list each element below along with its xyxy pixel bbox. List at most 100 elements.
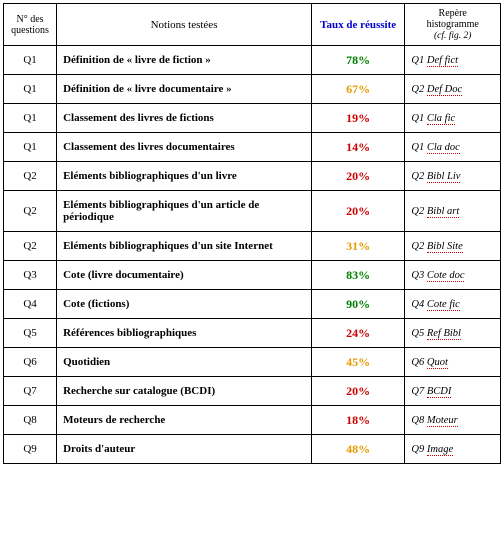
- table-row: Q7Recherche sur catalogue (BCDI)20%Q7 BC…: [4, 377, 501, 406]
- repere-cell: Q2 Bibl Liv: [405, 162, 501, 191]
- repere-cell: Q7 BCDI: [405, 377, 501, 406]
- header-repere-ref: (cf. fig. 2): [434, 31, 471, 41]
- question-number: Q1: [4, 75, 57, 104]
- question-number: Q2: [4, 232, 57, 261]
- taux-cell: 18%: [311, 406, 404, 435]
- header-question: N° des questions: [4, 4, 57, 46]
- repere-code: BCDI: [427, 386, 452, 398]
- header-repere: Repère histogramme (cf. fig. 2): [405, 4, 501, 46]
- taux-cell: 24%: [311, 319, 404, 348]
- repere-prefix: Q7: [411, 386, 426, 397]
- repere-prefix: Q2: [411, 84, 426, 95]
- repere-code: Cote doc: [427, 270, 465, 282]
- repere-code: Bibl Site: [427, 241, 463, 253]
- repere-code: Image: [427, 444, 453, 456]
- header-row: N° des questions Notions testées Taux de…: [4, 4, 501, 46]
- repere-prefix: Q2: [411, 171, 426, 182]
- repere-cell: Q2 Bibl art: [405, 191, 501, 232]
- notion-cell: Droits d'auteur: [57, 435, 312, 464]
- repere-prefix: Q4: [411, 299, 426, 310]
- repere-cell: Q5 Ref Bibl: [405, 319, 501, 348]
- table-row: Q2Eléments bibliographiques d'un site In…: [4, 232, 501, 261]
- repere-prefix: Q5: [411, 328, 426, 339]
- notion-cell: Eléments bibliographiques d'un article d…: [57, 191, 312, 232]
- repere-code: Def fict: [427, 55, 458, 67]
- repere-code: Cla fic: [427, 113, 455, 125]
- header-taux: Taux de réussite: [311, 4, 404, 46]
- question-number: Q4: [4, 290, 57, 319]
- repere-prefix: Q1: [411, 55, 426, 66]
- notion-cell: Classement des livres de fictions: [57, 104, 312, 133]
- notion-cell: Définition de « livre de fiction »: [57, 46, 312, 75]
- repere-cell: Q2 Bibl Site: [405, 232, 501, 261]
- table-row: Q8Moteurs de recherche18%Q8 Moteur: [4, 406, 501, 435]
- repere-prefix: Q9: [411, 444, 426, 455]
- table-row: Q2Eléments bibliographiques d'un livre20…: [4, 162, 501, 191]
- taux-cell: 78%: [311, 46, 404, 75]
- repere-cell: Q4 Cote fic: [405, 290, 501, 319]
- repere-prefix: Q1: [411, 142, 426, 153]
- table-row: Q3Cote (livre documentaire)83%Q3 Cote do…: [4, 261, 501, 290]
- table-row: Q1Classement des livres de fictions19%Q1…: [4, 104, 501, 133]
- repere-cell: Q1 Cla fic: [405, 104, 501, 133]
- repere-code: Moteur: [427, 415, 458, 427]
- question-number: Q3: [4, 261, 57, 290]
- notion-cell: Cote (livre documentaire): [57, 261, 312, 290]
- header-repere-line1: Repère: [439, 8, 467, 19]
- table-row: Q6Quotidien45%Q6 Quot: [4, 348, 501, 377]
- question-number: Q7: [4, 377, 57, 406]
- repere-prefix: Q1: [411, 113, 426, 124]
- question-number: Q1: [4, 133, 57, 162]
- notion-cell: Références bibliographiques: [57, 319, 312, 348]
- table-row: Q1Définition de « livre de fiction »78%Q…: [4, 46, 501, 75]
- notion-cell: Quotidien: [57, 348, 312, 377]
- table-row: Q9 Droits d'auteur48%Q9 Image: [4, 435, 501, 464]
- taux-cell: 20%: [311, 162, 404, 191]
- repere-code: Quot: [427, 357, 448, 369]
- question-number: Q1: [4, 46, 57, 75]
- taux-cell: 20%: [311, 377, 404, 406]
- repere-cell: Q1 Def fict: [405, 46, 501, 75]
- repere-code: Def Doc: [427, 84, 462, 96]
- table-row: Q4Cote (fictions)90%Q4 Cote fic: [4, 290, 501, 319]
- question-number: Q5: [4, 319, 57, 348]
- notion-cell: Cote (fictions): [57, 290, 312, 319]
- taux-cell: 90%: [311, 290, 404, 319]
- repere-code: Cla doc: [427, 142, 460, 154]
- taux-cell: 48%: [311, 435, 404, 464]
- repere-prefix: Q2: [411, 206, 426, 217]
- repere-cell: Q2 Def Doc: [405, 75, 501, 104]
- notion-cell: Eléments bibliographiques d'un site Inte…: [57, 232, 312, 261]
- taux-cell: 45%: [311, 348, 404, 377]
- table-row: Q1Définition de « livre documentaire »67…: [4, 75, 501, 104]
- repere-cell: Q8 Moteur: [405, 406, 501, 435]
- repere-cell: Q6 Quot: [405, 348, 501, 377]
- question-number: Q2: [4, 162, 57, 191]
- results-table: N° des questions Notions testées Taux de…: [3, 3, 501, 464]
- repere-cell: Q9 Image: [405, 435, 501, 464]
- question-number: Q6: [4, 348, 57, 377]
- notion-cell: Eléments bibliographiques d'un livre: [57, 162, 312, 191]
- notion-cell: Recherche sur catalogue (BCDI): [57, 377, 312, 406]
- taux-cell: 20%: [311, 191, 404, 232]
- repere-prefix: Q8: [411, 415, 426, 426]
- taux-cell: 67%: [311, 75, 404, 104]
- repere-prefix: Q6: [411, 357, 426, 368]
- table-row: Q2 Eléments bibliographiques d'un article…: [4, 191, 501, 232]
- repere-code: Ref Bibl: [427, 328, 461, 340]
- notion-cell: Définition de « livre documentaire »: [57, 75, 312, 104]
- question-number: Q8: [4, 406, 57, 435]
- notion-cell: Classement des livres documentaires: [57, 133, 312, 162]
- repere-code: Bibl art: [427, 206, 459, 218]
- notion-cell: Moteurs de recherche: [57, 406, 312, 435]
- repere-prefix: Q2: [411, 241, 426, 252]
- repere-code: Cote fic: [427, 299, 460, 311]
- repere-code: Bibl Liv: [427, 171, 461, 183]
- taux-cell: 14%: [311, 133, 404, 162]
- taux-cell: 83%: [311, 261, 404, 290]
- table-row: Q1Classement des livres documentaires14%…: [4, 133, 501, 162]
- repere-cell: Q1 Cla doc: [405, 133, 501, 162]
- question-number: Q1: [4, 104, 57, 133]
- taux-cell: 31%: [311, 232, 404, 261]
- taux-cell: 19%: [311, 104, 404, 133]
